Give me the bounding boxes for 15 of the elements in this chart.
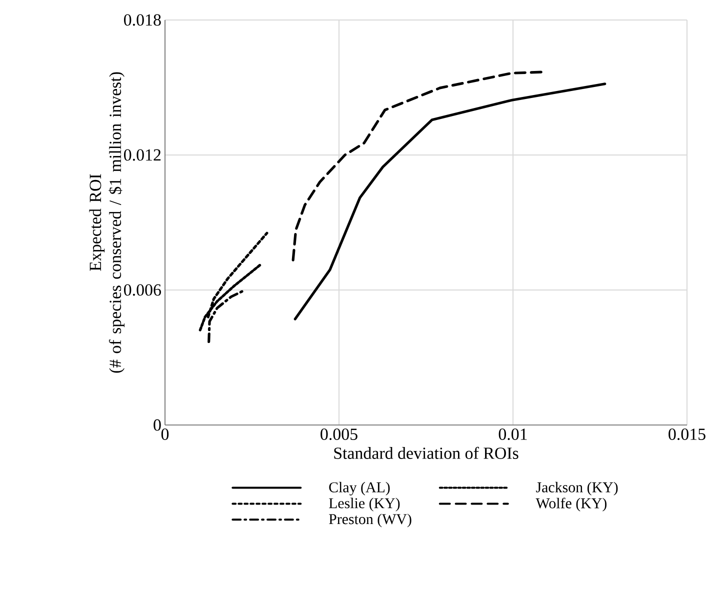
legend-label: Wolfe (KY) [536, 498, 606, 512]
x-tick-label: 0.01 [498, 428, 527, 440]
y-tick-label: 0 [154, 419, 161, 431]
x-tick-label: 0.005 [320, 428, 358, 440]
x-tick-label: 0.015 [668, 428, 706, 440]
y-axis-title: Expected ROI (# of species conserved / $1 million invest) [89, 72, 125, 373]
legend-label: Jackson (KY) [536, 482, 618, 496]
legend-label: Preston (WV) [328, 514, 412, 528]
x-axis-title: Standard deviation of ROIs [334, 446, 518, 459]
x-tick-label: 0 [161, 428, 169, 440]
legend-label: Leslie (KY) [328, 498, 400, 512]
y-tick-label: 0.018 [124, 14, 161, 26]
legend-label: Clay (AL) [329, 482, 390, 496]
y-tick-label: 0.006 [124, 284, 161, 296]
y-tick-label: 0.012 [124, 149, 161, 161]
